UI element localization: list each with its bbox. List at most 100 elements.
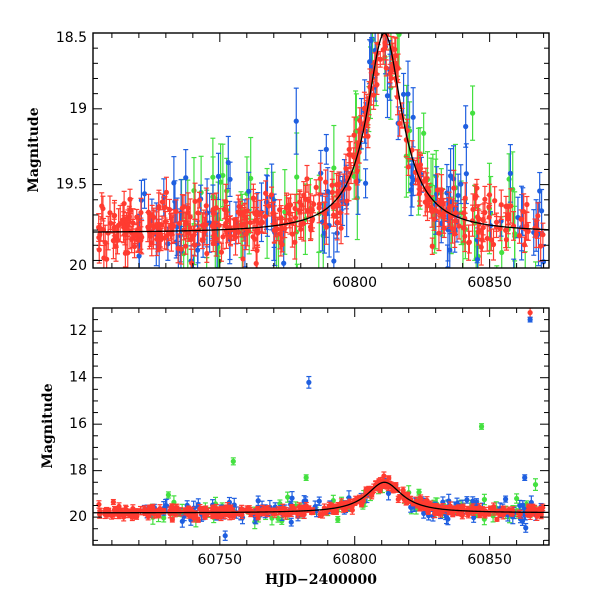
data-point	[484, 225, 490, 252]
data-point	[253, 249, 259, 268]
data-point	[538, 260, 544, 268]
data-point	[441, 198, 447, 234]
outlier-point	[222, 530, 228, 541]
y-tick-label: 12	[69, 323, 87, 339]
data-point	[351, 116, 357, 154]
data-point	[376, 478, 382, 484]
model-curve	[93, 33, 549, 233]
bottom-panel: 60750 60800 60850 12 14 16 18 20 Magnitude HJD−…	[40, 307, 550, 588]
data-point	[463, 143, 469, 205]
data-point	[250, 188, 257, 209]
data-point	[494, 265, 500, 268]
data-point	[523, 522, 529, 533]
data-point	[464, 505, 470, 515]
data-point	[351, 147, 357, 167]
outlier-point	[532, 478, 539, 491]
data-point	[416, 488, 422, 496]
data-point	[447, 219, 453, 268]
data-point	[487, 505, 494, 511]
data-point	[213, 192, 219, 223]
data-point	[259, 210, 265, 233]
data-point	[128, 508, 134, 515]
data-point	[482, 185, 488, 213]
data-point	[127, 188, 133, 210]
data-point	[317, 162, 323, 195]
data-point	[316, 194, 322, 215]
x-tick-label: 60800	[332, 275, 377, 291]
data-point	[218, 242, 225, 262]
data-point	[183, 237, 189, 255]
data-point	[410, 87, 416, 148]
data-point	[349, 505, 355, 515]
data-point	[263, 174, 270, 231]
data-point	[364, 487, 370, 493]
data-point	[150, 216, 156, 250]
data-point	[110, 498, 116, 506]
data-point	[490, 228, 497, 261]
top-panel: 60750 60800 60850 18.5 19 19.5 20 Magnitude	[26, 30, 550, 355]
data-point	[458, 164, 464, 205]
data-point	[405, 157, 411, 176]
data-point	[125, 235, 131, 268]
data-point	[323, 133, 329, 165]
data-point	[153, 273, 158, 355]
data-point	[266, 195, 272, 217]
outlier-point	[303, 474, 309, 482]
data-point	[428, 500, 434, 509]
data-point	[397, 110, 403, 137]
data-point	[323, 209, 329, 245]
data-point	[255, 495, 261, 507]
data-point	[114, 226, 121, 255]
data-point	[308, 220, 314, 240]
data-point	[154, 269, 159, 344]
model-curve	[93, 481, 549, 514]
y-tick-label: 19.5	[56, 177, 87, 193]
data-point	[171, 209, 177, 243]
data-point	[344, 187, 350, 215]
data-point	[248, 136, 254, 220]
data-point	[395, 495, 401, 504]
bottom-panel-xlabel: HJD−2400000	[265, 572, 377, 588]
y-tick-label: 19	[69, 101, 87, 117]
data-point	[505, 203, 512, 226]
data-point	[492, 186, 498, 216]
data-point	[461, 199, 467, 227]
data-point	[464, 496, 470, 504]
data-point	[131, 234, 138, 259]
data-point	[524, 195, 530, 214]
data-point	[452, 206, 459, 236]
data-point	[480, 212, 486, 243]
data-point	[129, 225, 135, 254]
data-point	[297, 189, 303, 215]
data-point	[285, 491, 291, 503]
data-point	[474, 178, 480, 198]
x-tick-label: 60800	[332, 552, 377, 568]
data-point	[498, 189, 504, 220]
data-point	[331, 509, 337, 515]
data-point	[154, 222, 160, 257]
data-point	[497, 216, 503, 242]
data-point	[268, 186, 275, 204]
y-tick-label: 16	[69, 416, 87, 432]
data-point	[383, 59, 389, 77]
top-panel-model	[93, 33, 549, 233]
data-point	[346, 141, 352, 169]
data-point	[111, 202, 117, 230]
data-point	[147, 213, 154, 238]
data-point	[278, 205, 284, 231]
x-tick-label: 60850	[467, 275, 512, 291]
y-tick-label: 14	[69, 370, 87, 386]
data-point	[169, 517, 175, 523]
data-point	[466, 224, 472, 261]
data-point	[96, 500, 102, 509]
data-point	[521, 236, 527, 254]
data-point	[425, 507, 431, 514]
x-tick-label: 60750	[198, 275, 243, 291]
top-panel-ylabel: Magnitude	[26, 107, 42, 192]
data-point	[203, 505, 209, 512]
data-point	[386, 475, 392, 481]
data-point	[101, 244, 107, 268]
data-point	[368, 33, 374, 63]
data-point	[316, 496, 322, 506]
